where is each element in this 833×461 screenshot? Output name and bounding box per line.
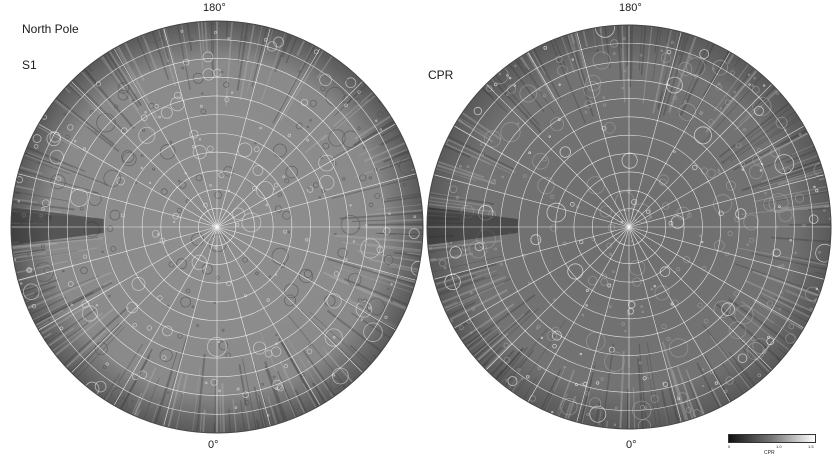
longitude-180-label-s1: 180°: [203, 2, 226, 14]
longitude-0-label-s1: 0°: [208, 439, 219, 451]
s1-polar-map: [10, 20, 424, 434]
colorbar-tick-2: 1.5: [808, 444, 814, 449]
panel-label-cpr: CPR: [428, 68, 454, 82]
colorbar-label: CPR: [764, 450, 775, 456]
longitude-0-label-cpr: 0°: [626, 439, 637, 451]
colorbar-tick-0: 0: [728, 444, 731, 449]
colorbar: 0 1.0 1.5 CPR: [728, 434, 816, 460]
colorbar-gradient: [728, 434, 816, 443]
cpr-polar-map: [426, 24, 832, 430]
panel-label-s1: S1: [22, 58, 37, 72]
colorbar-tick-1: 1.0: [776, 444, 782, 449]
region-label: North Pole: [22, 22, 79, 36]
longitude-180-label-cpr: 180°: [619, 2, 642, 14]
